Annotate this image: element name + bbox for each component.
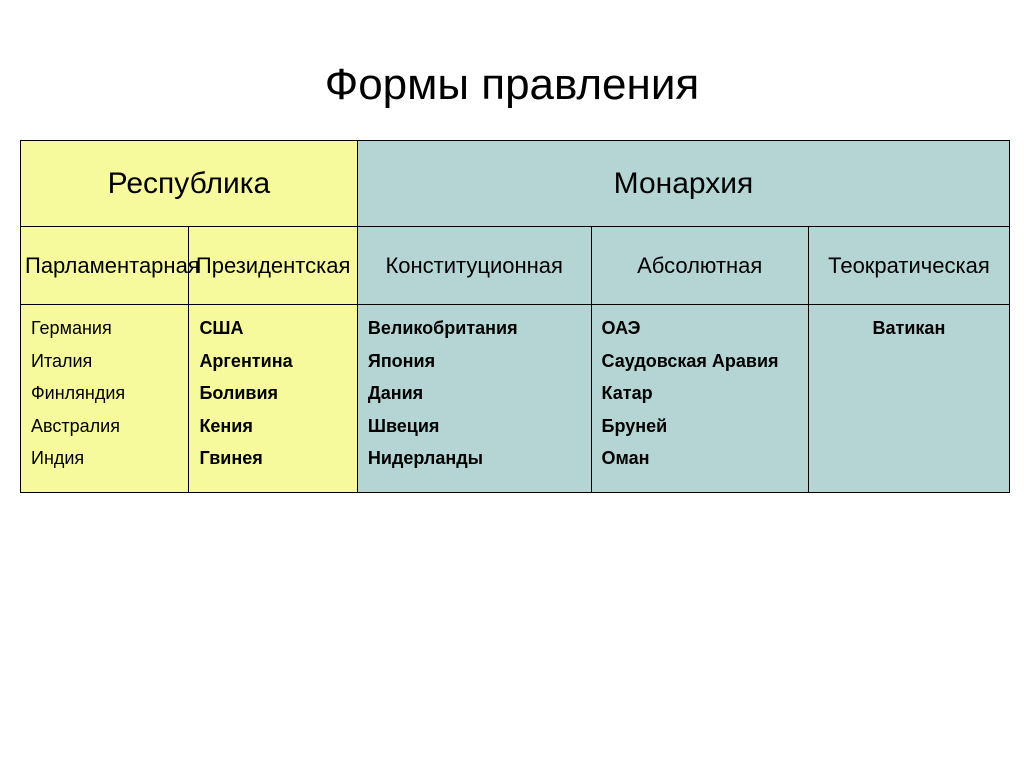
cell-absolute: ОАЭ Саудовская Аравия Катар Бруней Оман [591, 305, 808, 493]
data-row: Германия Италия Финляндия Австралия Индия СШ… [21, 305, 1010, 493]
list-item: Дания [368, 382, 581, 405]
list-item: Италия [31, 350, 178, 373]
sub-presidential: Президентская [189, 227, 357, 305]
list-item: Боливия [199, 382, 346, 405]
list-item: Нидерланды [368, 447, 581, 470]
government-table: Республика Монархия Парламентарная Прези… [20, 140, 1010, 493]
cell-presidential: США Аргентина Боливия Кения Гвинея [189, 305, 357, 493]
list-item: Оман [602, 447, 798, 470]
list-item: Кения [199, 415, 346, 438]
list-item: Саудовская Аравия [602, 350, 798, 373]
list-item: Швеция [368, 415, 581, 438]
list-item: Австралия [31, 415, 178, 438]
list-item: Великобритания [368, 317, 581, 340]
slide-title: Формы правления [0, 0, 1024, 140]
header-row: Республика Монархия [21, 141, 1010, 227]
list-item: Германия [31, 317, 178, 340]
sub-theocratic: Теократическая [808, 227, 1009, 305]
list-item: Бруней [602, 415, 798, 438]
list-item: Финляндия [31, 382, 178, 405]
subheader-row: Парламентарная Президентская Конституцио… [21, 227, 1010, 305]
list-item: Япония [368, 350, 581, 373]
sub-parliamentary: Парламентарная [21, 227, 189, 305]
sub-constitutional: Конституционная [357, 227, 591, 305]
list-item: Гвинея [199, 447, 346, 470]
slide: Формы правления Республика Монархия Парл… [0, 0, 1024, 767]
header-monarchy: Монархия [357, 141, 1009, 227]
cell-constitutional: Великобритания Япония Дания Швеция Нидерланд… [357, 305, 591, 493]
list-item: Индия [31, 447, 178, 470]
header-republic: Республика [21, 141, 358, 227]
list-item: ОАЭ [602, 317, 798, 340]
sub-absolute: Абсолютная [591, 227, 808, 305]
list-item: Ватикан [819, 317, 999, 340]
list-item: Катар [602, 382, 798, 405]
cell-theocratic: Ватикан [808, 305, 1009, 493]
list-item: Аргентина [199, 350, 346, 373]
cell-parliamentary: Германия Италия Финляндия Австралия Индия [21, 305, 189, 493]
list-item: США [199, 317, 346, 340]
